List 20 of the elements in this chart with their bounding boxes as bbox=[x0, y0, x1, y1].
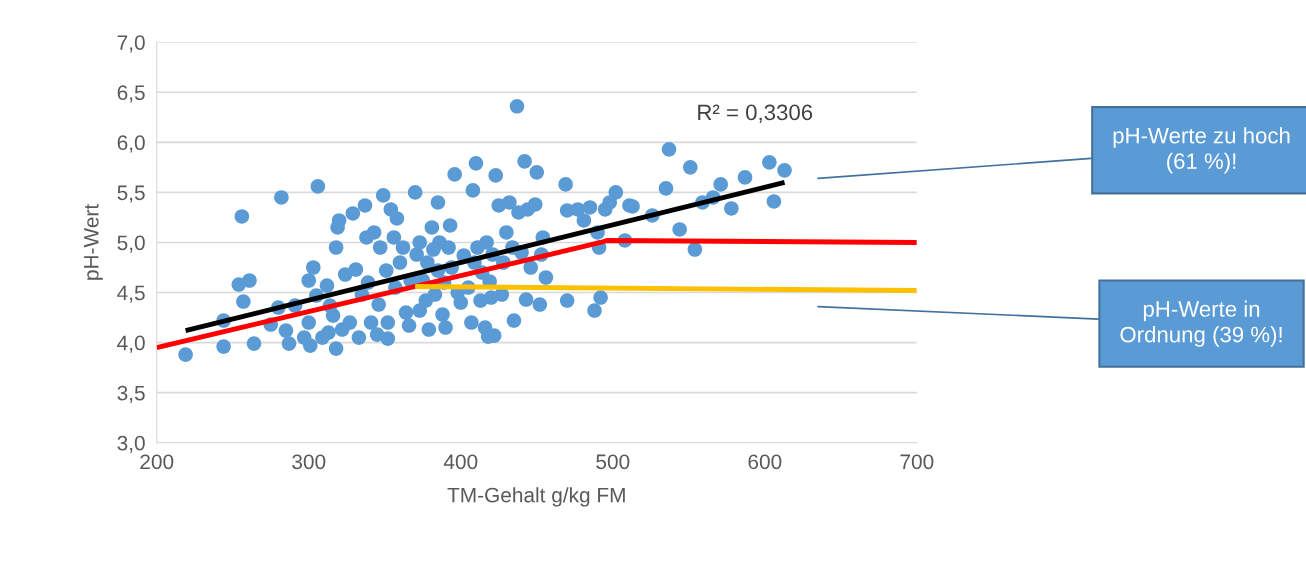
text: pH-Werte zu hoch (61 %)! bbox=[1113, 127, 1290, 174]
x-tick-label: 700 bbox=[900, 454, 934, 470]
y-tick-label: 6,5 bbox=[117, 85, 145, 103]
y-tick-label: 5,5 bbox=[117, 185, 145, 203]
x-tick-label: 300 bbox=[292, 454, 326, 470]
y-tick-label: 3,5 bbox=[117, 385, 145, 403]
x-axis-title: TM-Gehalt g/kg FM bbox=[447, 487, 625, 507]
y-tick-label: 3,0 bbox=[117, 435, 145, 453]
y-tick-label: 7,0 bbox=[117, 35, 145, 53]
x-tick-label: 600 bbox=[748, 454, 782, 470]
x-tick-label: 400 bbox=[443, 454, 478, 470]
y-axis-title: pH-Wert bbox=[84, 204, 103, 280]
text: pH-Werte in Ordnung (39 %)! bbox=[1120, 300, 1282, 347]
y-tick-label: 6,0 bbox=[117, 135, 145, 153]
y-tick-label: 4,0 bbox=[117, 335, 145, 353]
y-tick-label: 4,5 bbox=[117, 285, 145, 303]
annotation: R² = 0,3306 bbox=[698, 104, 813, 123]
x-tick-label: 500 bbox=[596, 454, 630, 470]
x-tick-label: 200 bbox=[140, 454, 174, 470]
y-tick-label: 5,0 bbox=[117, 235, 145, 253]
